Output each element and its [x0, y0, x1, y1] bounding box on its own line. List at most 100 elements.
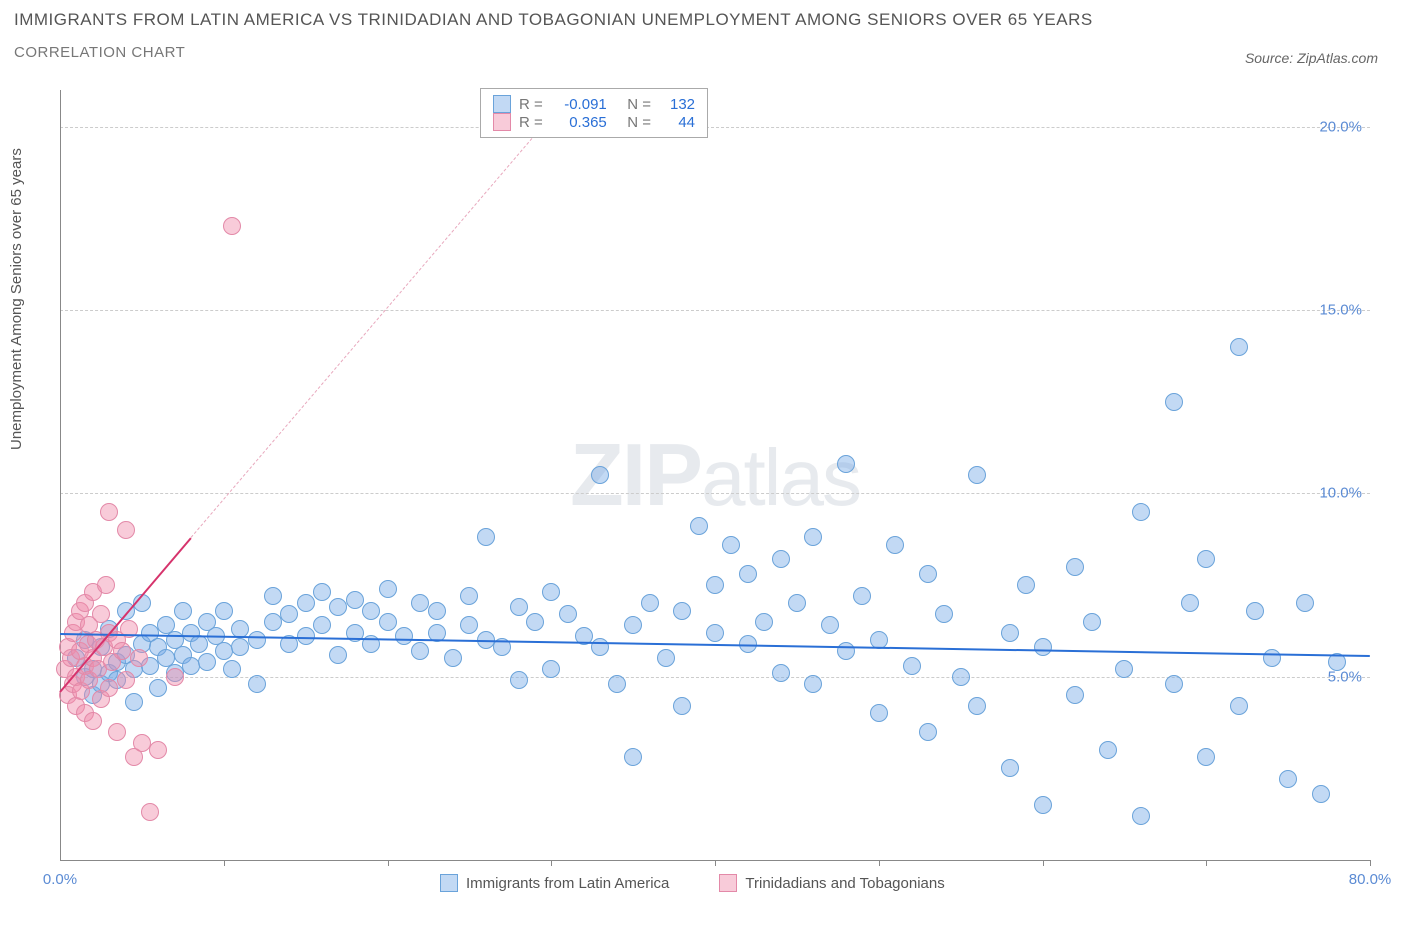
data-point: [608, 675, 626, 693]
series-legend: Immigrants from Latin America Trinidadian…: [440, 874, 945, 892]
x-tick-mark: [1370, 860, 1371, 866]
data-point: [264, 613, 282, 631]
data-point: [149, 679, 167, 697]
data-point: [108, 723, 126, 741]
data-point: [149, 741, 167, 759]
legend-n-label: N =: [615, 114, 651, 131]
data-point: [223, 660, 241, 678]
y-tick-label: 20.0%: [1319, 118, 1362, 135]
legend-r-value: 0.365: [551, 114, 607, 131]
data-point: [673, 602, 691, 620]
data-point: [739, 565, 757, 583]
data-point: [215, 642, 233, 660]
data-point: [133, 734, 151, 752]
data-point: [804, 528, 822, 546]
data-point: [837, 455, 855, 473]
legend-n-label: N =: [615, 96, 651, 113]
data-point: [1181, 594, 1199, 612]
data-point: [510, 598, 528, 616]
data-point: [100, 679, 118, 697]
data-point: [1230, 338, 1248, 356]
data-point: [329, 646, 347, 664]
data-point: [379, 613, 397, 631]
data-point: [788, 594, 806, 612]
data-point: [919, 723, 937, 741]
data-point: [903, 657, 921, 675]
legend-label: Immigrants from Latin America: [466, 875, 669, 892]
data-point: [411, 642, 429, 660]
data-point: [379, 580, 397, 598]
legend-r-value: -0.091: [551, 96, 607, 113]
data-point: [166, 668, 184, 686]
data-point: [100, 503, 118, 521]
legend-label: Trinidadians and Tobagonians: [745, 875, 944, 892]
legend-n-value: 44: [659, 114, 695, 131]
data-point: [231, 638, 249, 656]
y-axis-label: Unemployment Among Seniors over 65 years: [8, 148, 25, 450]
data-point: [772, 664, 790, 682]
data-point: [1165, 393, 1183, 411]
data-point: [1197, 550, 1215, 568]
data-point: [313, 583, 331, 601]
data-point: [1165, 675, 1183, 693]
data-point: [886, 536, 904, 554]
scatter-chart: ZIPatlas 5.0%10.0%15.0%20.0%0.0%80.0% R …: [60, 90, 1370, 860]
data-point: [223, 217, 241, 235]
data-point: [1197, 748, 1215, 766]
data-point: [1017, 576, 1035, 594]
data-point: [125, 693, 143, 711]
data-point: [1132, 807, 1150, 825]
data-point: [755, 613, 773, 631]
data-point: [624, 616, 642, 634]
x-tick-mark: [1206, 860, 1207, 866]
data-point: [935, 605, 953, 623]
correlation-legend: R =-0.091 N =132R =0.365 N =44: [480, 88, 708, 138]
data-point: [182, 657, 200, 675]
data-point: [772, 550, 790, 568]
x-tick-label: 0.0%: [43, 871, 77, 888]
data-point: [919, 565, 937, 583]
data-point: [346, 591, 364, 609]
data-point: [837, 642, 855, 660]
x-tick-mark: [715, 860, 716, 866]
legend-swatch: [493, 113, 511, 131]
page-title: IMMIGRANTS FROM LATIN AMERICA VS TRINIDA…: [14, 10, 1093, 30]
data-point: [460, 616, 478, 634]
data-point: [395, 627, 413, 645]
x-tick-mark: [1043, 860, 1044, 866]
data-point: [542, 583, 560, 601]
data-point: [657, 649, 675, 667]
legend-row: R = 0.365 N = 44: [493, 113, 695, 131]
legend-r-label: R =: [519, 114, 543, 131]
data-point: [1296, 594, 1314, 612]
data-point: [1066, 686, 1084, 704]
data-point: [1001, 624, 1019, 642]
legend-r-label: R =: [519, 96, 543, 113]
data-point: [804, 675, 822, 693]
data-point: [113, 642, 131, 660]
data-point: [215, 602, 233, 620]
data-point: [444, 649, 462, 667]
data-point: [591, 466, 609, 484]
data-point: [968, 697, 986, 715]
data-point: [248, 631, 266, 649]
legend-swatch: [493, 95, 511, 113]
data-point: [117, 671, 135, 689]
data-point: [1132, 503, 1150, 521]
legend-swatch: [440, 874, 458, 892]
data-point: [1263, 649, 1281, 667]
data-point: [1083, 613, 1101, 631]
data-point: [641, 594, 659, 612]
gridline: [60, 127, 1370, 128]
data-point: [141, 803, 159, 821]
gridline: [60, 493, 1370, 494]
data-point: [1246, 602, 1264, 620]
gridline: [60, 310, 1370, 311]
data-point: [559, 605, 577, 623]
x-tick-label: 80.0%: [1349, 871, 1392, 888]
data-point: [870, 704, 888, 722]
data-point: [968, 466, 986, 484]
plot-svg: [60, 90, 1370, 860]
data-point: [97, 576, 115, 594]
data-point: [1279, 770, 1297, 788]
